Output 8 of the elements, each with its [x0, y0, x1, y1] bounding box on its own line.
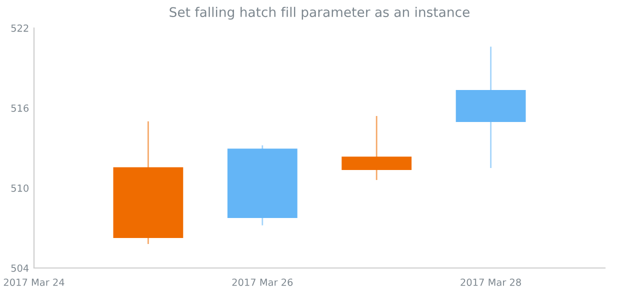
y-tick-label: 522	[11, 24, 28, 32]
x-tick-label: 2017 Mar 26	[232, 278, 293, 286]
x-tick-label: 2017 Mar 24	[4, 278, 64, 286]
y-tick-label: 510	[11, 184, 28, 192]
y-tick-label: 516	[11, 104, 29, 112]
chart-title: Set falling hatch fill parameter as an instance	[170, 6, 470, 20]
y-tick-label: 504	[11, 264, 29, 272]
x-tick-label: 2017 Mar 28	[460, 278, 521, 286]
